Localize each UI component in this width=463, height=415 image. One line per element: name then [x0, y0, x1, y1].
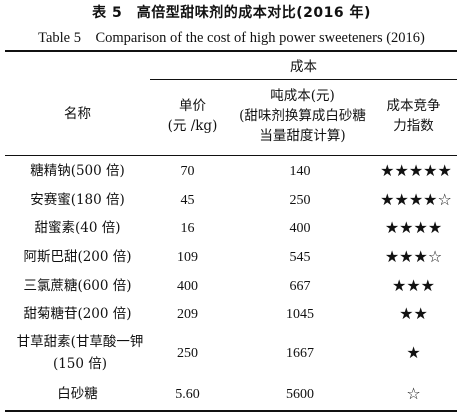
header-bottom-rule: [5, 155, 457, 156]
header-name: 名称: [64, 106, 91, 122]
bottom-rule: [5, 410, 457, 412]
header-ton-cost-line3: 当量甜度计算): [259, 128, 346, 144]
header-ton-cost-line1: 吨成本(元): [270, 88, 335, 104]
row-6-price: 209: [177, 307, 198, 322]
row-7-stars: ★: [406, 343, 421, 362]
row-2-name: 安赛蜜(180 倍): [30, 192, 125, 208]
header-index-line1: 成本竞争: [386, 98, 441, 114]
header-ton-cost-line2: (甜味剂换算成白砂糖: [239, 108, 366, 124]
row-1-ton: 140: [289, 164, 311, 179]
row-3-stars: ★★★★: [384, 218, 443, 237]
row-7-ton: 1667: [286, 346, 314, 361]
header-unit-price-line1: 单价: [179, 98, 206, 114]
row-3-price: 16: [180, 221, 195, 236]
header-index: 成本竞争 力指数: [370, 96, 457, 136]
row-4-name: 阿斯巴甜(200 倍): [23, 249, 132, 265]
row-6-ton: 1045: [286, 307, 314, 322]
header-unit-price: 单价 (元 /kg): [150, 96, 235, 136]
row-4-price: 109: [177, 250, 198, 265]
row-1-stars: ★★★★★: [380, 161, 452, 180]
row-8-stars: ☆: [406, 384, 421, 403]
row-7-price: 250: [177, 346, 198, 361]
header-index-line2: 力指数: [393, 118, 434, 134]
row-6-name: 甜菊糖苷(200 倍): [23, 306, 132, 322]
row-8-price: 5.60: [175, 387, 200, 402]
row-8-name: 白砂糖: [57, 386, 98, 402]
row-3-ton: 400: [289, 221, 311, 236]
header-unit-price-line2: (元 /kg): [167, 118, 218, 134]
row-4-ton: 545: [289, 250, 311, 265]
row-7-name-line1: 甘草甜素(甘草酸一钾: [16, 334, 144, 350]
table-title-en: Table 5 Comparison of the cost of high p…: [38, 30, 425, 46]
top-rule: [5, 50, 457, 52]
row-7-name-line2: (150 倍): [52, 356, 108, 372]
cost-group-rule: [150, 79, 457, 80]
row-2-ton: 250: [289, 193, 311, 208]
row-1-price: 70: [180, 164, 195, 179]
row-5-price: 400: [177, 279, 198, 294]
row-8-ton: 5600: [286, 387, 314, 402]
table-title-cn: 表 5 高倍型甜味剂的成本对比(2016 年): [92, 5, 371, 21]
row-3-name: 甜蜜素(40 倍): [34, 220, 121, 236]
row-5-ton: 667: [289, 279, 311, 294]
header-cost-group: 成本: [290, 59, 317, 75]
row-4-stars: ★★★☆: [384, 247, 443, 266]
header-ton-cost: 吨成本(元) (甜味剂换算成白砂糖 当量甜度计算): [225, 86, 380, 146]
row-1-name: 糖精钠(500 倍): [30, 163, 125, 179]
row-6-stars: ★★: [399, 304, 428, 323]
row-2-price: 45: [180, 193, 195, 208]
row-5-name: 三氯蔗糖(600 倍): [23, 278, 132, 294]
row-5-stars: ★★★: [391, 276, 436, 295]
row-7-name: 甘草甜素(甘草酸一钾 (150 倍): [5, 331, 155, 375]
row-2-stars: ★★★★☆: [380, 190, 452, 209]
